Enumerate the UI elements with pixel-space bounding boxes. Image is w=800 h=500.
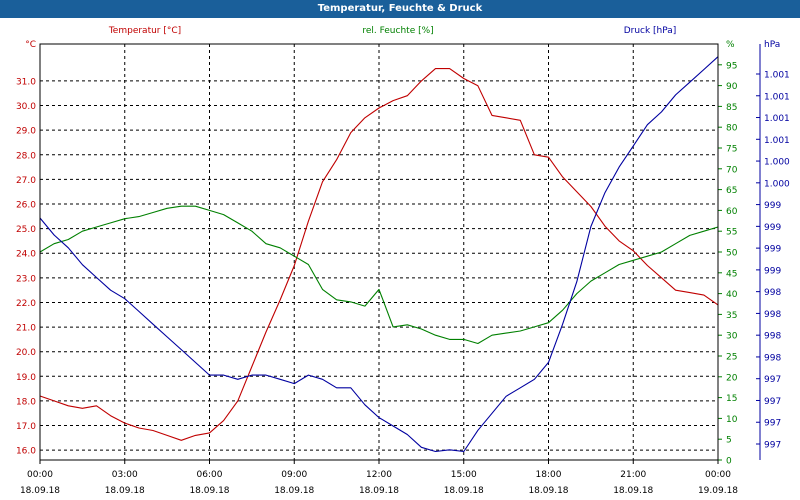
pressure-tick-label: 1.000 xyxy=(764,158,790,168)
x-tick-label-time: 06:00 xyxy=(197,470,223,480)
pressure-tick-label: 999 xyxy=(764,266,781,276)
pressure-tick-label: 999 xyxy=(764,245,781,255)
pressure-tick-label: 1.001 xyxy=(764,136,790,146)
x-tick-label-date: 18.09.18 xyxy=(528,486,568,496)
temperature-tick-label: 17.0 xyxy=(16,422,36,432)
series-line-pressure xyxy=(39,56,719,453)
temperature-tick-label: 21.0 xyxy=(16,324,36,334)
temperature-tick-label: 23.0 xyxy=(16,274,36,284)
humidity-tick-label: 60 xyxy=(726,207,738,217)
humidity-tick-label: 70 xyxy=(726,165,738,175)
pressure-tick-label: 1.001 xyxy=(764,71,790,81)
temperature-tick-label: 20.0 xyxy=(16,348,36,358)
humidity-tick-label: 50 xyxy=(726,249,738,259)
x-tick-label-date: 18.09.18 xyxy=(189,486,229,496)
pressure-tick-label: 998 xyxy=(764,288,781,298)
humidity-tick-label: 15 xyxy=(726,394,737,404)
temperature-axis-title: Temperatur [°C] xyxy=(108,26,181,36)
pressure-tick-label: 998 xyxy=(764,353,781,363)
x-tick-label-time: 03:00 xyxy=(112,470,138,480)
pressure-tick-label: 998 xyxy=(764,310,781,320)
humidity-tick-label: 40 xyxy=(726,290,738,300)
temperature-unit-label: °C xyxy=(25,40,36,50)
humidity-unit-label: % xyxy=(726,40,735,50)
humidity-tick-label: 45 xyxy=(726,269,737,279)
temperature-tick-label: 18.0 xyxy=(16,397,36,407)
pressure-tick-label: 1.001 xyxy=(764,92,790,102)
pressure-tick-label: 999 xyxy=(764,201,781,211)
series-line-temperature xyxy=(39,68,719,441)
x-tick-label-time: 09:00 xyxy=(281,470,307,480)
temperature-tick-label: 22.0 xyxy=(16,299,36,309)
x-tick-label-time: 18:00 xyxy=(536,470,562,480)
humidity-tick-label: 90 xyxy=(726,82,738,92)
temperature-tick-label: 30.0 xyxy=(16,102,36,112)
humidity-tick-label: 25 xyxy=(726,353,737,363)
x-tick-label-time: 21:00 xyxy=(620,470,646,480)
humidity-tick-label: 95 xyxy=(726,61,737,71)
x-tick-label-date: 18.09.18 xyxy=(359,486,399,496)
humidity-tick-label: 5 xyxy=(726,436,732,446)
humidity-tick-label: 10 xyxy=(726,415,738,425)
x-tick-label-date: 18.09.18 xyxy=(613,486,653,496)
temperature-tick-label: 31.0 xyxy=(16,77,36,87)
temperature-tick-label: 16.0 xyxy=(16,447,36,457)
humidity-axis-title: rel. Feuchte [%] xyxy=(362,26,433,36)
plot-frame xyxy=(39,43,719,461)
humidity-tick-label: 55 xyxy=(726,228,737,238)
humidity-tick-label: 35 xyxy=(726,311,737,321)
x-tick-label-time: 12:00 xyxy=(366,470,392,480)
x-tick-label-date: 18.09.18 xyxy=(20,486,60,496)
temperature-tick-label: 29.0 xyxy=(16,127,36,137)
x-tick-label-time: 15:00 xyxy=(451,470,477,480)
x-tick-label-date: 18.09.18 xyxy=(105,486,145,496)
x-tick-label-time: 00:00 xyxy=(27,470,53,480)
axis-labels: 00:00 18.09.18 03:00 18.09.18 06:00 18.09.18 0… xyxy=(16,26,790,496)
humidity-tick-label: 85 xyxy=(726,103,737,113)
x-tick-label-date: 18.09.18 xyxy=(274,486,314,496)
humidity-tick-label: 65 xyxy=(726,186,737,196)
pressure-tick-label: 997 xyxy=(764,419,781,429)
chart-title-bar: Temperatur, Feuchte & Druck xyxy=(0,0,800,18)
series xyxy=(39,56,719,453)
temperature-tick-label: 27.0 xyxy=(16,176,36,186)
x-tick-label-time: 00:00 xyxy=(705,470,731,480)
x-tick-label-date: 19.09.18 xyxy=(698,486,738,496)
humidity-tick-label: 0 xyxy=(726,457,732,467)
temperature-tick-label: 28.0 xyxy=(16,151,36,161)
grid xyxy=(40,44,718,460)
pressure-axis-title: Druck [hPa] xyxy=(624,26,677,36)
temperature-tick-label: 26.0 xyxy=(16,201,36,211)
humidity-tick-label: 80 xyxy=(726,124,738,134)
temperature-tick-label: 24.0 xyxy=(16,250,36,260)
temperature-tick-label: 25.0 xyxy=(16,225,36,235)
pressure-tick-label: 997 xyxy=(764,441,781,451)
pressure-tick-label: 1.001 xyxy=(764,114,790,124)
pressure-tick-label: 999 xyxy=(764,223,781,233)
humidity-tick-label: 30 xyxy=(726,332,738,342)
pressure-unit-label: hPa xyxy=(764,40,780,50)
temperature-tick-label: 19.0 xyxy=(16,373,36,383)
x-tick-label-date: 18.09.18 xyxy=(444,486,484,496)
humidity-tick-label: 20 xyxy=(726,373,738,383)
humidity-tick-label: 75 xyxy=(726,145,737,155)
pressure-tick-label: 1.000 xyxy=(764,179,790,189)
pressure-tick-label: 997 xyxy=(764,375,781,385)
pressure-tick-label: 997 xyxy=(764,397,781,407)
pressure-tick-label: 998 xyxy=(764,332,781,342)
series-line-humidity xyxy=(39,205,719,345)
